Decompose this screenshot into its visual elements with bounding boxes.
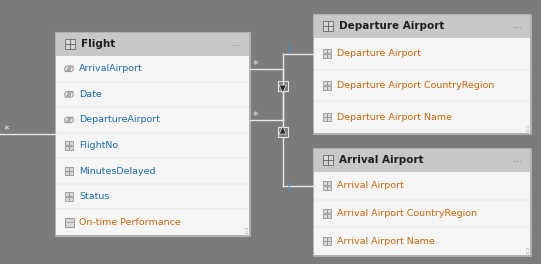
Bar <box>322 237 327 241</box>
Text: ⍿: ⍿ <box>526 248 529 254</box>
Bar <box>70 44 75 49</box>
Bar <box>322 81 327 85</box>
Bar <box>70 39 75 44</box>
Bar <box>278 127 288 137</box>
Bar <box>64 192 69 196</box>
Bar <box>64 197 69 201</box>
Bar <box>327 237 331 241</box>
Bar <box>314 149 530 172</box>
Text: FlightNo: FlightNo <box>79 141 118 150</box>
Bar <box>327 54 331 58</box>
Text: Departure Airport CountryRegion: Departure Airport CountryRegion <box>337 81 494 90</box>
Bar <box>64 39 69 44</box>
Bar <box>327 241 331 245</box>
Bar <box>328 154 333 159</box>
Bar <box>64 141 69 145</box>
Bar <box>322 54 327 58</box>
Bar <box>327 113 331 117</box>
Text: ...: ... <box>513 21 522 31</box>
Bar <box>56 56 249 235</box>
Text: ...: ... <box>232 40 240 49</box>
Text: *: * <box>4 125 10 135</box>
Text: *: * <box>253 60 259 70</box>
Bar <box>322 186 327 190</box>
Bar <box>314 15 530 38</box>
Bar <box>314 172 530 255</box>
Text: On-time Performance: On-time Performance <box>79 218 181 227</box>
Bar <box>322 241 327 245</box>
Bar <box>327 86 331 89</box>
Bar <box>69 167 73 171</box>
Bar <box>327 181 331 185</box>
Bar <box>328 21 333 26</box>
Text: 1: 1 <box>286 44 292 54</box>
Bar <box>322 26 327 31</box>
Bar <box>313 148 531 256</box>
Bar <box>322 21 327 26</box>
Bar <box>322 160 327 165</box>
Bar <box>64 171 69 175</box>
Text: ⍿: ⍿ <box>245 228 248 234</box>
Bar <box>322 117 327 121</box>
Bar <box>327 81 331 85</box>
Text: MinutesDelayed: MinutesDelayed <box>79 167 155 176</box>
Bar <box>327 214 331 218</box>
Bar <box>322 86 327 89</box>
Bar <box>322 49 327 53</box>
Bar <box>69 192 73 196</box>
Bar <box>314 38 530 133</box>
Bar <box>322 113 327 117</box>
Text: Arrival Airport Name: Arrival Airport Name <box>337 237 435 246</box>
Bar <box>313 14 531 134</box>
Bar <box>69 171 73 175</box>
Text: Arrival Airport CountryRegion: Arrival Airport CountryRegion <box>337 209 477 218</box>
Polygon shape <box>279 126 286 134</box>
Bar <box>64 145 69 149</box>
Text: ⍿: ⍿ <box>526 126 529 132</box>
Bar <box>322 154 327 159</box>
Bar <box>69 197 73 201</box>
Bar <box>69 145 73 149</box>
Bar <box>327 117 331 121</box>
Bar <box>64 44 69 49</box>
Text: Flight: Flight <box>81 39 115 49</box>
Bar <box>328 160 333 165</box>
Text: Arrival Airport: Arrival Airport <box>337 181 404 190</box>
Bar <box>322 181 327 185</box>
Bar <box>327 49 331 53</box>
Text: ArrivalAirport: ArrivalAirport <box>79 64 143 73</box>
Text: Status: Status <box>79 192 109 201</box>
Bar <box>64 167 69 171</box>
Bar <box>322 214 327 218</box>
Text: DepartureAirport: DepartureAirport <box>79 115 160 124</box>
Bar <box>278 81 288 91</box>
Bar <box>56 33 249 56</box>
Bar <box>322 209 327 213</box>
Text: Departure Airport: Departure Airport <box>337 49 421 58</box>
Text: ...: ... <box>513 155 522 164</box>
Text: Arrival Airport: Arrival Airport <box>339 155 424 165</box>
Text: Date: Date <box>79 90 102 99</box>
Bar <box>55 32 250 236</box>
Polygon shape <box>279 85 286 93</box>
Text: Departure Airport Name: Departure Airport Name <box>337 113 452 122</box>
Bar <box>327 186 331 190</box>
Bar <box>327 209 331 213</box>
Text: *: * <box>253 111 259 121</box>
Text: Departure Airport: Departure Airport <box>339 21 444 31</box>
Bar <box>64 218 74 227</box>
Bar <box>69 141 73 145</box>
Text: 1: 1 <box>286 183 292 193</box>
Bar <box>328 26 333 31</box>
